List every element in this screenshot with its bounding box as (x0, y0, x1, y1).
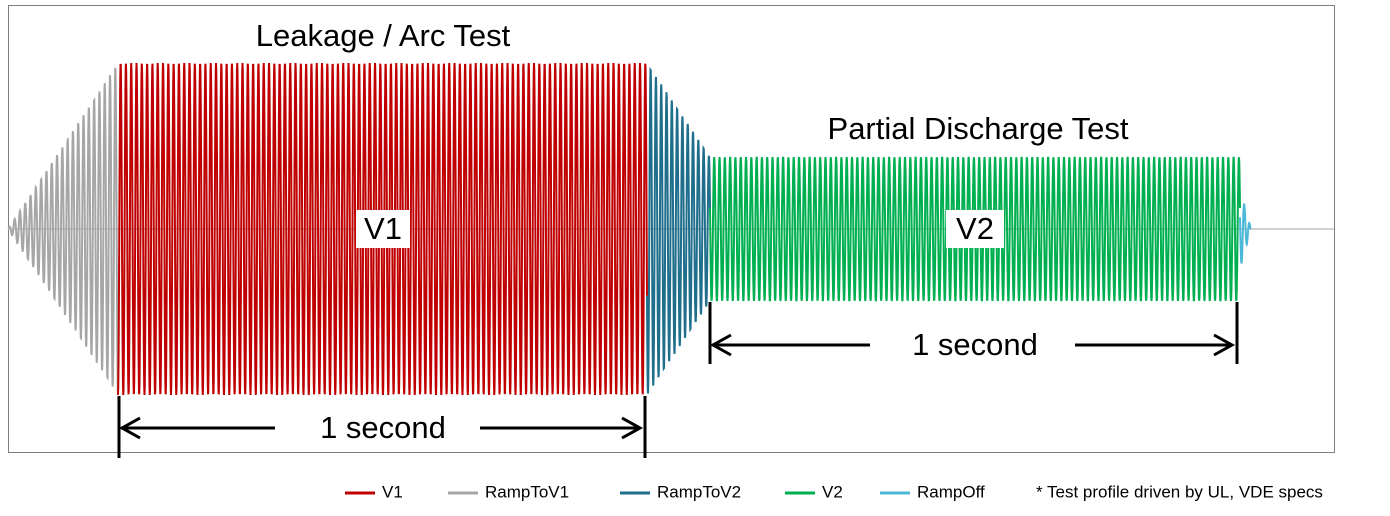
annotations: Leakage / Arc Test Partial Discharge Tes… (117, 18, 1239, 458)
wave-segment (709, 156, 1241, 302)
label-bg (946, 210, 1004, 248)
wave-segment (117, 63, 648, 395)
legend-label: RampToV2 (657, 482, 741, 501)
legend-label: V1 (382, 482, 403, 501)
wave-segment (7, 67, 119, 395)
wave-segment (646, 66, 711, 394)
duration-label: 1 second (912, 327, 1038, 362)
duration-label: 1 second (320, 410, 446, 445)
legend-label: RampOff (917, 482, 985, 501)
voltage-label: V2 (956, 211, 994, 246)
legend: V1 RampToV1 RampToV2 V2 RampOff (345, 482, 985, 501)
wave-segment (1239, 203, 1252, 264)
duration-marker (117, 302, 1239, 458)
waveform (7, 63, 1252, 395)
label-bg (356, 210, 410, 248)
test-title: Leakage / Arc Test (256, 18, 511, 53)
test-title: Partial Discharge Test (828, 111, 1129, 146)
footnote: * Test profile driven by UL, VDE specs (1036, 482, 1323, 501)
legend-label: RampToV1 (485, 482, 569, 501)
voltage-label: V1 (364, 211, 402, 246)
legend-label: V2 (822, 482, 843, 501)
